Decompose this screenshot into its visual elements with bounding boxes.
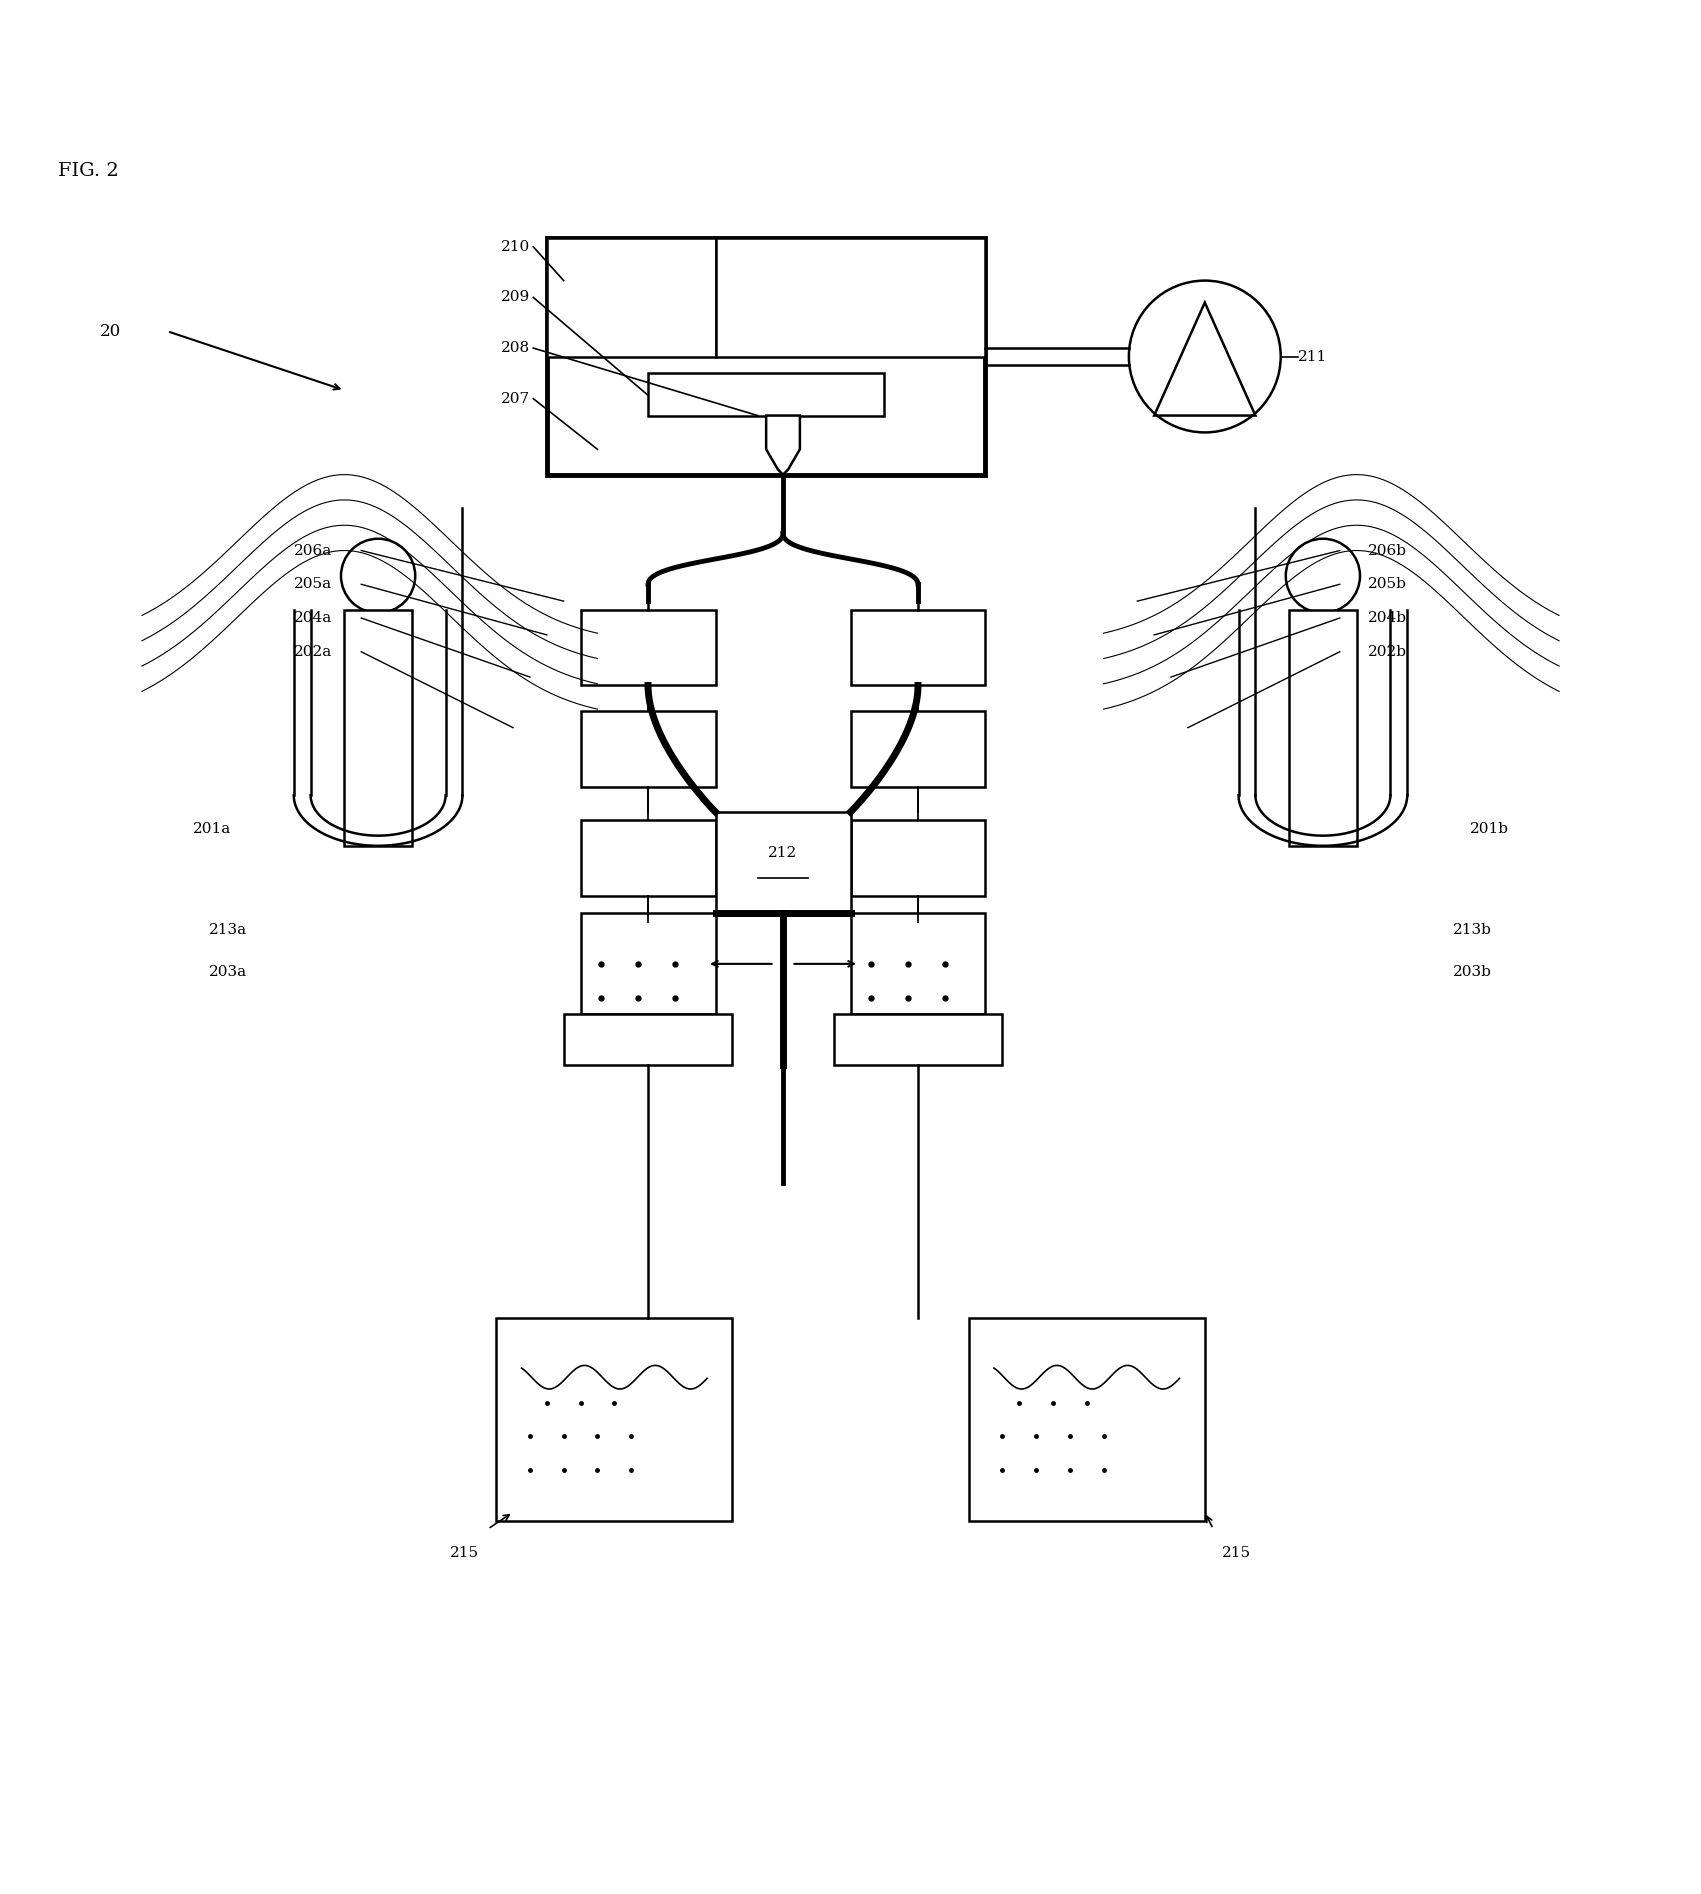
Text: 201a: 201a	[192, 822, 231, 835]
Text: 211: 211	[1298, 350, 1327, 364]
FancyBboxPatch shape	[850, 820, 985, 896]
Text: 210: 210	[500, 241, 531, 254]
Text: 203b: 203b	[1453, 966, 1492, 979]
Text: 207: 207	[500, 392, 531, 405]
FancyBboxPatch shape	[580, 610, 716, 686]
Text: 20: 20	[100, 322, 121, 339]
FancyBboxPatch shape	[716, 239, 985, 356]
FancyBboxPatch shape	[497, 1318, 733, 1521]
FancyBboxPatch shape	[344, 610, 412, 847]
Text: 202b: 202b	[1368, 644, 1407, 659]
FancyBboxPatch shape	[546, 239, 985, 475]
FancyBboxPatch shape	[833, 1015, 1002, 1064]
Text: 215: 215	[1221, 1546, 1250, 1561]
Text: 203a: 203a	[209, 966, 248, 979]
Text: 204a: 204a	[294, 612, 332, 625]
Text: 205a: 205a	[294, 578, 332, 591]
Text: 201b: 201b	[1470, 822, 1509, 835]
Text: 204b: 204b	[1368, 612, 1407, 625]
FancyBboxPatch shape	[1289, 610, 1357, 847]
Text: 208: 208	[500, 341, 531, 354]
Text: 206a: 206a	[294, 544, 332, 557]
Text: 205b: 205b	[1368, 578, 1407, 591]
Text: 215: 215	[451, 1546, 480, 1561]
Text: 206b: 206b	[1368, 544, 1407, 557]
FancyBboxPatch shape	[546, 239, 716, 356]
FancyBboxPatch shape	[850, 610, 985, 686]
FancyBboxPatch shape	[580, 820, 716, 896]
FancyBboxPatch shape	[850, 710, 985, 786]
Text: FIG. 2: FIG. 2	[58, 163, 119, 180]
Text: 213a: 213a	[209, 922, 248, 938]
FancyBboxPatch shape	[968, 1318, 1204, 1521]
FancyBboxPatch shape	[716, 813, 850, 913]
Text: 209: 209	[500, 290, 531, 305]
FancyBboxPatch shape	[580, 710, 716, 786]
Polygon shape	[765, 415, 799, 475]
Text: 213b: 213b	[1453, 922, 1492, 938]
Text: 212: 212	[769, 845, 798, 860]
FancyBboxPatch shape	[648, 373, 885, 415]
FancyBboxPatch shape	[563, 1015, 733, 1064]
Text: 202a: 202a	[294, 644, 332, 659]
FancyBboxPatch shape	[580, 913, 716, 1015]
FancyBboxPatch shape	[850, 913, 985, 1015]
